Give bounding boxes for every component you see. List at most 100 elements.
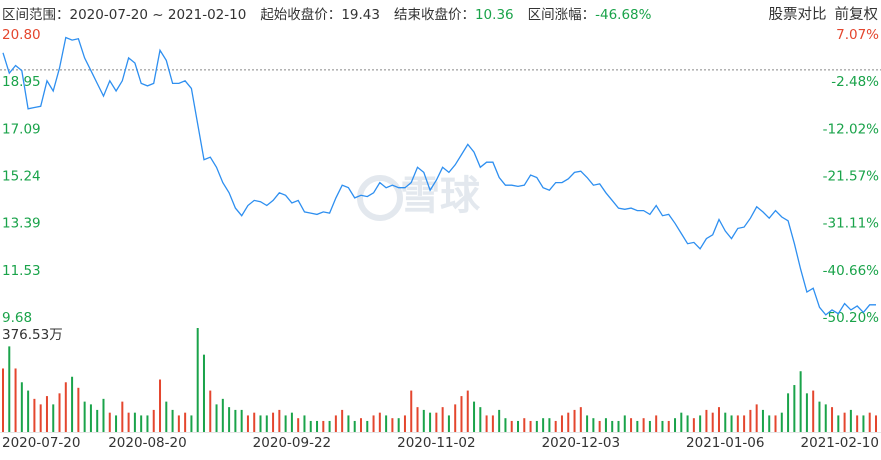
volume-bar (20, 382, 23, 432)
x-tick-label: 2020-08-20 (108, 435, 186, 451)
volume-bar (598, 420, 601, 432)
volume-bar (567, 412, 570, 432)
volume-bar (843, 412, 846, 432)
y-tick-label: 9.68 (2, 310, 32, 326)
volume-bar (196, 328, 199, 432)
volume-bar (441, 407, 444, 432)
volume-bar (278, 409, 281, 432)
volume-bar (793, 385, 796, 432)
summary-value: -46.68% (595, 7, 652, 23)
y-tick-label: 17.09 (2, 121, 41, 137)
volume-bar (146, 415, 149, 432)
volume-bar (837, 415, 840, 432)
volume-bar (140, 415, 143, 432)
volume-bar (27, 390, 30, 432)
y2-tick-label: -40.66% (823, 263, 880, 279)
volume-bar (824, 404, 827, 432)
y-tick-label: 20.80 (2, 27, 41, 43)
volume-bar (209, 390, 212, 432)
volume-bar (309, 420, 312, 432)
y-tick-label: 11.53 (2, 263, 41, 279)
volume-bar (297, 418, 300, 432)
volume-tick-label: 376.53万 (2, 327, 63, 343)
volume-bar (45, 396, 48, 432)
volume-bar (617, 420, 620, 432)
price-line (2, 36, 876, 316)
volume-bar (768, 415, 771, 432)
volume-bar (272, 412, 275, 432)
volume-bar (190, 415, 193, 432)
volume-bar (366, 420, 369, 432)
volume-bar (322, 420, 325, 432)
volume-bar (121, 401, 124, 432)
summary-label: 起始收盘价： (260, 7, 342, 23)
volume-bar (856, 415, 859, 432)
summary-bar: 区间范围：2020-07-20 ~ 2021-02-10 起始收盘价：19.43 结… (2, 3, 651, 23)
volume-bar (868, 412, 871, 432)
volume-bar (498, 409, 501, 432)
y2-tick-label: -12.02% (823, 121, 880, 137)
summary-item: 结束收盘价：10.36 (394, 3, 514, 23)
volume-bar (648, 420, 651, 432)
volume-bar (171, 409, 174, 432)
volume-bar (862, 415, 865, 432)
x-tick-label: 2021-02-10 (801, 435, 879, 451)
volume-bar (347, 415, 350, 432)
volume-bar (133, 412, 136, 432)
volume-bar (316, 420, 319, 432)
volume-bar (849, 409, 852, 432)
volume-bar (71, 376, 74, 432)
volume-bar (165, 401, 168, 432)
volume-bar (774, 415, 777, 432)
volume-bar (667, 420, 670, 432)
summary-value: 10.36 (474, 7, 514, 23)
volume-bar (805, 393, 808, 432)
volume-bar (77, 387, 80, 432)
y2-tick-label: -21.57% (823, 169, 880, 185)
volume-bar (447, 415, 450, 432)
y2-tick-label: -50.20% (823, 310, 880, 326)
summary-item: 起始收盘价：19.43 (260, 3, 380, 23)
volume-bar (378, 412, 381, 432)
volume-bar (636, 420, 639, 432)
volume-bar (221, 398, 224, 432)
volume-bar (686, 415, 689, 432)
volume-bar (705, 409, 708, 432)
summary-value: 2020-07-20 ~ 2021-02-10 (69, 7, 247, 23)
volume-bar (560, 415, 563, 432)
volume-bar (429, 412, 432, 432)
volume-bar (586, 415, 589, 432)
volume-bar (265, 415, 268, 432)
control-button[interactable]: 前复权 (834, 7, 879, 23)
x-tick-label: 2020-09-22 (253, 435, 331, 451)
volume-bar (466, 390, 469, 432)
volume-bar (812, 390, 815, 432)
volume-bar (611, 420, 614, 432)
volume-bar (692, 418, 695, 432)
volume-bar (504, 418, 507, 432)
volume-bar (517, 420, 520, 432)
volume-bar (33, 398, 36, 432)
volume-bar (397, 418, 400, 432)
x-tick-label: 2020-12-03 (542, 435, 620, 451)
volume-bar (102, 398, 105, 432)
control-button[interactable]: 股票对比 (768, 7, 827, 23)
y2-tick-label: -2.48% (831, 74, 879, 90)
volume-bar (228, 407, 231, 432)
volume-bar (58, 393, 61, 432)
volume-bar (372, 415, 375, 432)
volume-bar (523, 418, 526, 432)
volume-bar (159, 379, 162, 432)
volume-bar (875, 415, 877, 432)
x-tick-label: 2020-07-20 (2, 435, 80, 451)
volume-bar (730, 415, 733, 432)
volume-bar (630, 418, 633, 432)
volume-bar (435, 412, 438, 432)
volume-bar (403, 415, 406, 432)
watermark: 雪球 (400, 173, 481, 219)
volume-bar (8, 346, 11, 432)
volume-bar (755, 404, 758, 432)
volume-bar (290, 412, 293, 432)
summary-label: 区间涨幅： (527, 7, 596, 23)
